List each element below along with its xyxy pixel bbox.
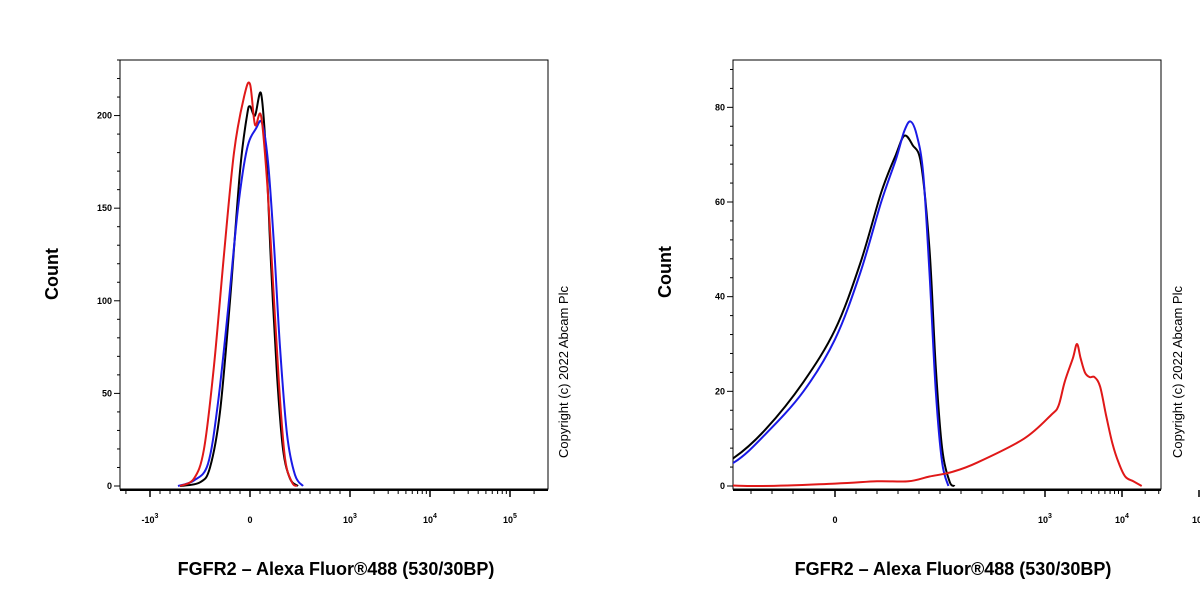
x-tick-label: 105: [1192, 513, 1200, 525]
x-tick-label: 103: [343, 513, 357, 525]
y-tick-label: 0: [107, 481, 112, 491]
y-tick-label: 20: [715, 386, 725, 396]
histogram-panel-left: 0 50 100 150 200 -103 0 103 104 105 Count FGFR2 …: [42, 59, 571, 579]
y-tick-label: 100: [97, 296, 112, 306]
plot-area-frame: [732, 59, 1162, 490]
x-tick-label: 0: [247, 515, 252, 525]
y-axis: 0 20 40 60 80: [715, 68, 733, 491]
histogram-curve-red: [179, 81, 298, 487]
x-tick-label: 104: [1115, 513, 1129, 525]
y-tick-label: 60: [715, 197, 725, 207]
histogram-curves: [733, 120, 1143, 488]
x-tick-label: 0: [832, 515, 837, 525]
histogram-panel-right: 0 20 40 60 80 0 103 104 105 Count FGFR2 – Alexa…: [655, 59, 1200, 579]
plot-area-frame: [119, 59, 549, 490]
y-tick-label: 50: [102, 388, 112, 398]
copyright-notice: Copyright (c) 2022 Abcam Plc: [556, 286, 571, 458]
x-axis: 0 103 104 105: [733, 489, 1200, 525]
x-tick-label: 104: [423, 513, 437, 525]
histogram-curve-blue: [177, 119, 304, 487]
x-axis-label: FGFR2 – Alexa Fluor®488 (530/30BP): [795, 559, 1112, 579]
copyright-notice: Copyright (c) 2022 Abcam Plc: [1170, 286, 1185, 458]
y-tick-label: 0: [720, 481, 725, 491]
y-axis-label: Count: [655, 246, 675, 298]
histogram-curve-black: [733, 134, 956, 487]
x-tick-label: -103: [142, 513, 159, 525]
histogram-curve-red: [733, 343, 1143, 488]
x-axis: -103 0 103 104 105: [120, 489, 548, 525]
y-tick-label: 150: [97, 203, 112, 213]
histogram-curve-black: [179, 91, 299, 487]
x-axis-label: FGFR2 – Alexa Fluor®488 (530/30BP): [178, 559, 495, 579]
y-axis-label: Count: [42, 248, 62, 300]
x-tick-label: 105: [503, 513, 517, 525]
y-tick-label: 200: [97, 111, 112, 121]
y-axis: 0 50 100 150 200: [97, 59, 120, 491]
y-tick-label: 80: [715, 102, 725, 112]
histogram-curve-blue: [733, 120, 950, 487]
histogram-curves: [177, 81, 304, 487]
y-tick-label: 40: [715, 292, 725, 302]
x-tick-label: 103: [1038, 513, 1052, 525]
